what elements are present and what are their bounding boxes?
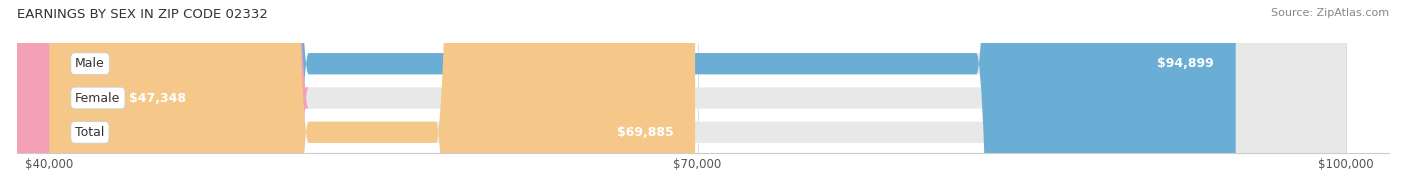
FancyBboxPatch shape <box>49 0 1236 196</box>
FancyBboxPatch shape <box>49 0 1346 196</box>
FancyBboxPatch shape <box>49 0 695 196</box>
Text: Male: Male <box>75 57 105 70</box>
Text: $94,899: $94,899 <box>1157 57 1213 70</box>
Text: $69,885: $69,885 <box>617 126 673 139</box>
Text: $47,348: $47,348 <box>129 92 187 104</box>
Text: Female: Female <box>75 92 121 104</box>
FancyBboxPatch shape <box>49 0 1346 196</box>
FancyBboxPatch shape <box>49 0 1346 196</box>
Text: EARNINGS BY SEX IN ZIP CODE 02332: EARNINGS BY SEX IN ZIP CODE 02332 <box>17 8 267 21</box>
FancyBboxPatch shape <box>0 0 308 196</box>
Text: Source: ZipAtlas.com: Source: ZipAtlas.com <box>1271 8 1389 18</box>
Text: Total: Total <box>75 126 104 139</box>
